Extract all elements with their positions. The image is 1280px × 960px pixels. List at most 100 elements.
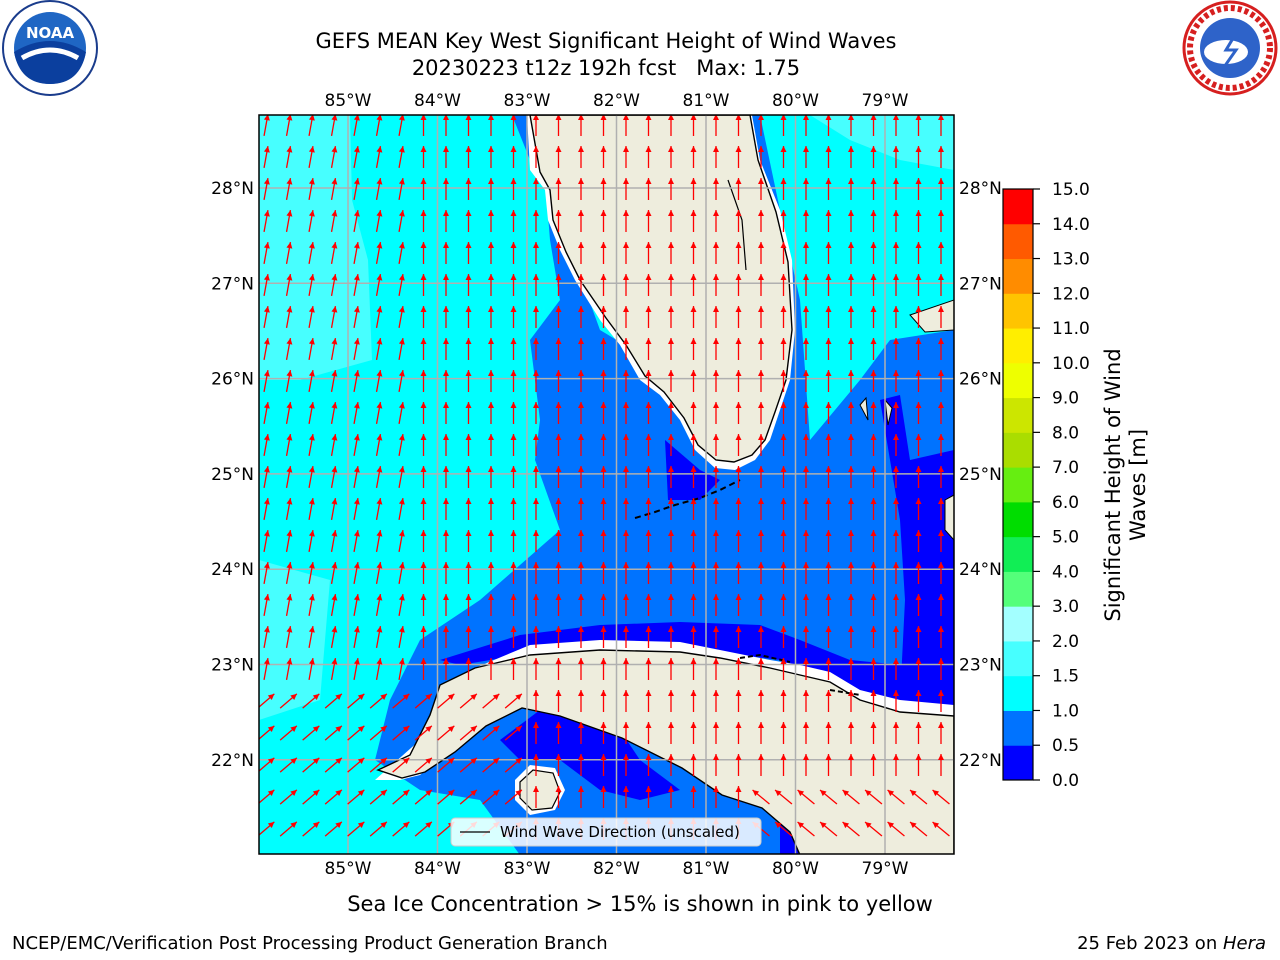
colorbar-segment (1003, 675, 1033, 711)
wave-direction-arrow (623, 370, 629, 392)
wave-direction-arrow (735, 242, 742, 264)
wave-direction-arrow (915, 594, 922, 616)
wave-direction-arrow (465, 530, 472, 552)
wave-direction-arrow (690, 242, 697, 264)
wave-direction-arrow (893, 306, 899, 328)
wave-direction-arrow (600, 370, 607, 392)
wave-direction-arrow (803, 370, 809, 392)
wave-direction-arrow (690, 530, 697, 552)
wave-direction-arrow (864, 821, 883, 837)
colorbar-tick-label: 11.0 (1052, 319, 1090, 339)
wave-direction-arrow (600, 274, 607, 296)
wave-direction-arrow (797, 821, 815, 837)
wave-direction-arrow (465, 146, 472, 168)
wave-direction-arrow (690, 690, 697, 712)
wave-direction-arrow (510, 210, 517, 232)
wave-direction-arrow (623, 115, 629, 136)
wave-direction-arrow (735, 210, 742, 232)
wave-direction-arrow (870, 274, 877, 296)
wave-direction-arrow (482, 789, 500, 805)
wave-direction-arrow (870, 434, 877, 456)
wave-direction-arrow (825, 115, 832, 136)
wave-direction-arrow (398, 115, 405, 136)
wave-direction-arrow (398, 530, 405, 552)
wave-direction-arrow (893, 402, 899, 424)
wave-direction-arrow (735, 338, 742, 360)
wave-direction-arrow (848, 754, 854, 776)
wave-direction-arrow (623, 242, 629, 264)
wave-direction-arrow (780, 242, 787, 264)
wave-direction-arrow (848, 370, 854, 392)
wave-direction-arrow (392, 693, 410, 709)
wave-direction-arrow (893, 658, 899, 680)
wave-direction-arrow (645, 562, 652, 584)
wave-direction-arrow (915, 242, 922, 264)
wave-direction-arrow (308, 210, 315, 232)
wave-direction-arrow (578, 498, 584, 520)
wave-direction-arrow (915, 338, 922, 360)
wave-direction-arrow (398, 466, 405, 488)
wave-direction-arrow (938, 594, 944, 616)
wave-direction-arrow (465, 178, 472, 200)
wave-direction-arrow (915, 306, 922, 328)
wave-direction-arrow (825, 530, 832, 552)
wave-direction-arrow (848, 690, 854, 712)
wave-direction-arrow (330, 178, 338, 200)
wave-direction-arrow (308, 338, 315, 360)
wave-direction-arrow (533, 466, 539, 488)
wave-direction-arrow (825, 690, 832, 712)
lon-label-top: 81°W (683, 91, 730, 111)
wave-direction-arrow (420, 466, 427, 488)
wave-direction-arrow (578, 562, 584, 584)
wave-direction-arrow (510, 466, 517, 488)
wave-direction-arrow (623, 626, 629, 648)
wave-direction-arrow (735, 658, 742, 680)
cuba-cays (829, 689, 861, 696)
wave-direction-arrow (482, 725, 500, 741)
wave-direction-arrow (780, 434, 787, 456)
wave-direction-arrow (938, 402, 944, 424)
wave-direction-arrow (893, 690, 899, 712)
wave-direction-arrow (285, 115, 293, 136)
wave-direction-arrow (825, 274, 832, 296)
wave-direction-arrow (263, 242, 270, 264)
wave-direction-arrow (938, 722, 944, 744)
wave-direction-arrow (285, 306, 293, 328)
colorbar-tick-label: 5.0 (1052, 528, 1079, 548)
wave-direction-arrow (555, 370, 562, 392)
wave-direction-arrow (623, 466, 629, 488)
wave-direction-arrow (443, 626, 449, 648)
wave-direction-arrow (758, 146, 764, 168)
lat-label-left: 24°N (211, 560, 254, 580)
wave-direction-arrow (555, 626, 562, 648)
wave-direction-arrow (353, 146, 360, 168)
wave-direction-arrow (420, 562, 427, 584)
wave-direction-arrow (819, 821, 838, 837)
wave-direction-arrow (510, 434, 517, 456)
wave-direction-arrow (758, 370, 764, 392)
wave-direction-arrow (842, 821, 860, 837)
colorbar-title-line1: Significant Height of Wind (1101, 348, 1125, 621)
wave-direction-arrow (420, 498, 427, 520)
cuba-cays (739, 653, 791, 663)
wave-direction-arrow (375, 402, 383, 424)
wave-direction-arrow (308, 594, 315, 616)
wave-band-0-0-5 (880, 395, 954, 720)
wave-direction-arrow (488, 338, 494, 360)
wave-direction-arrow (735, 562, 742, 584)
wave-direction-arrow (887, 789, 905, 805)
wave-direction-arrow (713, 722, 719, 744)
wave-direction-arrow (848, 626, 854, 648)
wave-direction-arrow (578, 402, 584, 424)
wave-direction-arrow (302, 789, 320, 805)
wave-direction-arrow (369, 757, 388, 773)
wave-direction-arrow (324, 821, 343, 837)
wave-direction-arrow (443, 562, 449, 584)
wave-direction-arrow (713, 146, 719, 168)
wave-direction-arrow (893, 210, 899, 232)
wave-direction-arrow (465, 306, 472, 328)
wave-direction-arrow (870, 242, 877, 264)
wave-direction-arrow (713, 626, 719, 648)
wave-direction-arrow (713, 690, 719, 712)
wave-direction-arrow (713, 594, 719, 616)
